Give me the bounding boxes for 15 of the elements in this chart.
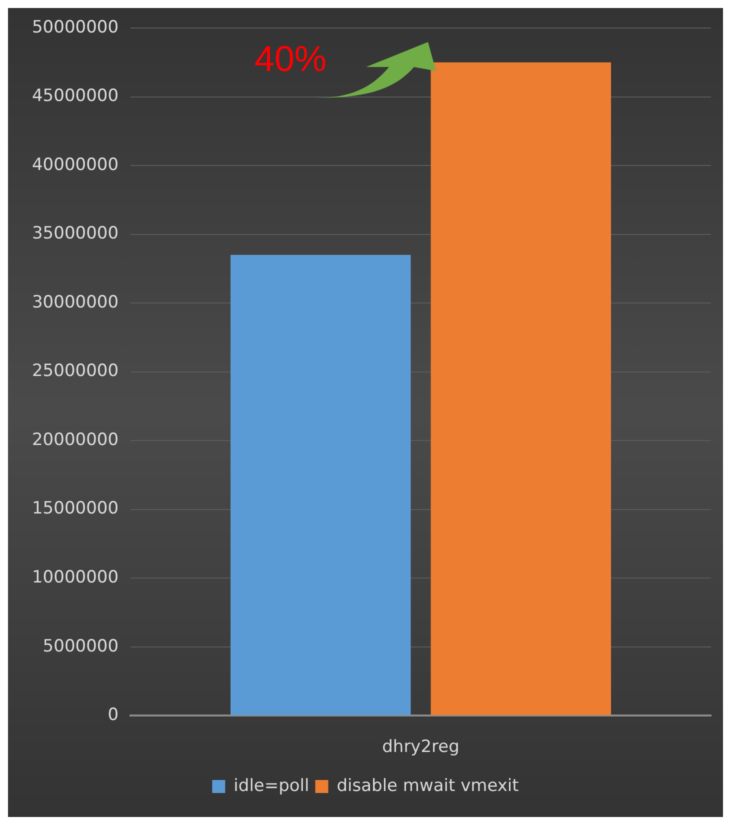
y-tick-label: 45000000 [32, 86, 119, 106]
legend-label: idle=poll [234, 776, 310, 796]
y-tick-label: 25000000 [32, 361, 119, 382]
y-tick-label: 30000000 [32, 292, 119, 312]
y-tick-label: 0 [108, 705, 119, 726]
y-tick-label: 10000000 [32, 568, 119, 588]
y-tick-label: 40000000 [32, 154, 119, 175]
y-tick-label: 15000000 [32, 498, 119, 519]
y-tick-label: 50000000 [32, 17, 119, 38]
y-tick-label: 5000000 [42, 636, 119, 656]
y-tick-label: 20000000 [32, 430, 119, 450]
legend-label: disable mwait vmexit [336, 776, 520, 796]
annotation: 40% [254, 38, 327, 79]
x-tick-label: dhry2reg [382, 737, 460, 758]
y-tick-label: 35000000 [32, 224, 119, 244]
